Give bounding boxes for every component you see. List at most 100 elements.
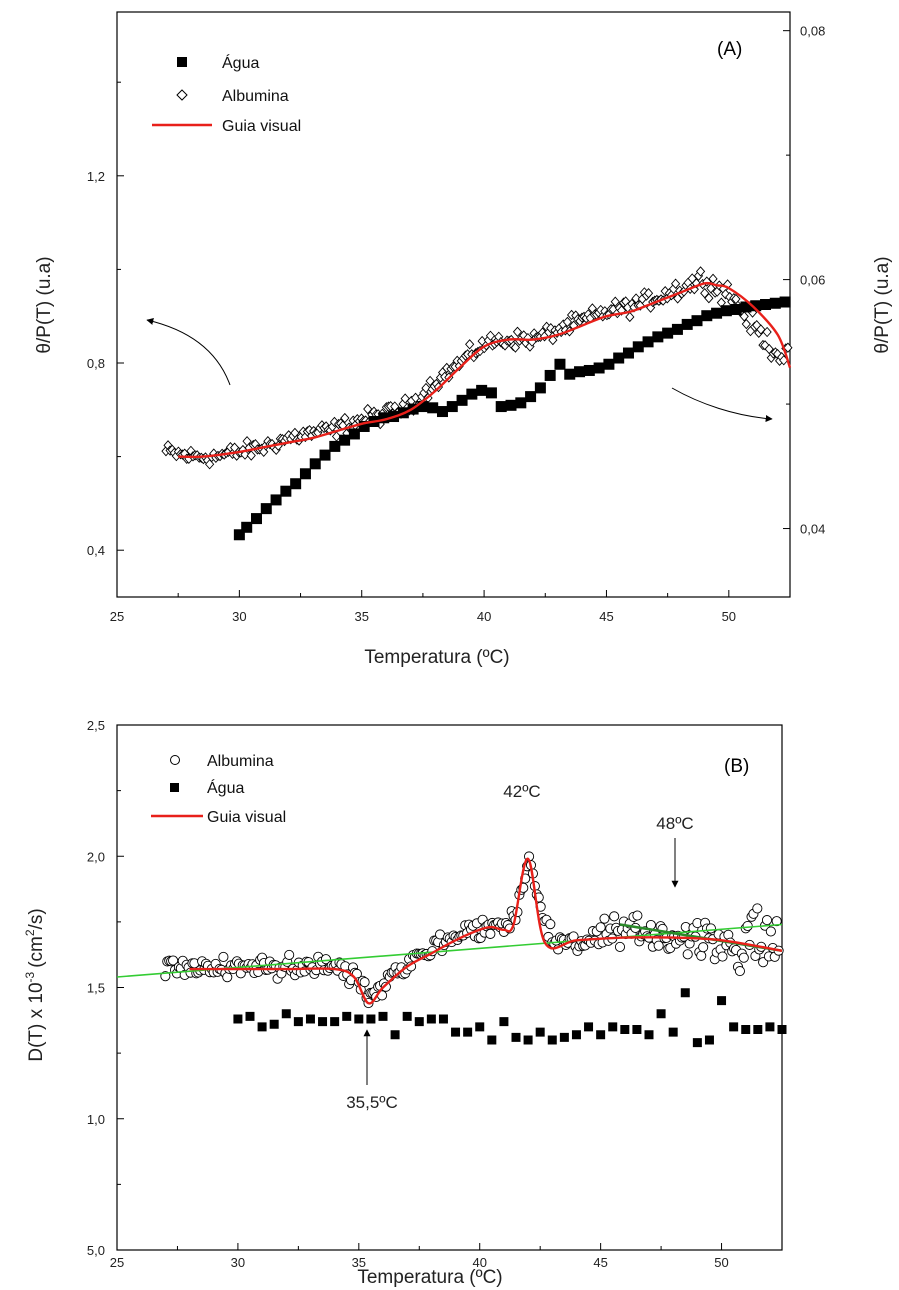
agua-point-a: [427, 402, 439, 414]
albumina-series-b: [160, 851, 784, 1009]
x-tick-label-a: 40: [477, 609, 491, 624]
agua-point-a: [574, 366, 586, 378]
x-tick-label-b: 35: [352, 1255, 366, 1270]
agua-point-b: [596, 1030, 606, 1040]
agua-point-a: [760, 299, 772, 310]
legend-label-albumina-b: Albumina: [207, 753, 274, 770]
y-axis-title-b-main: D(T) x 10: [26, 982, 47, 1061]
right-y-axis-a: 0,04 0,06 0,08: [783, 24, 825, 537]
agua-series-a: [233, 296, 791, 541]
y-tick-label-b: 1,0: [87, 1112, 105, 1127]
albumina-point-b: [222, 972, 233, 983]
agua-point-b: [499, 1017, 509, 1027]
albumina-point-b: [738, 952, 749, 963]
y-axis-title-left-a: θ/P(T) (u.a): [34, 256, 55, 353]
albumina-point-b: [705, 923, 716, 934]
annotation-48c: 48ºC: [656, 814, 693, 833]
agua-point-a: [632, 341, 644, 353]
agua-point-b: [692, 1038, 702, 1048]
agua-point-b: [668, 1027, 678, 1037]
agua-point-b: [451, 1027, 461, 1037]
agua-point-a: [309, 458, 321, 470]
agua-point-a: [750, 300, 762, 312]
albumina-point-a: [643, 288, 654, 299]
y-axis-title-b-exp: -3: [23, 971, 37, 982]
agua-point-a: [417, 401, 429, 413]
agua-point-a: [652, 331, 664, 343]
agua-point-a: [769, 297, 781, 309]
y-tick-label-left-a: 1,2: [87, 169, 105, 184]
left-y-axis-a: 0,4 0,8 1,2: [87, 81, 124, 558]
y-axis-title-b-units: (cm: [26, 936, 47, 968]
agua-point-b: [305, 1014, 315, 1024]
x-axis-b: 25 30 35 40 45 50: [110, 1243, 729, 1270]
albumina-point-a: [783, 342, 793, 353]
agua-point-b: [463, 1027, 473, 1037]
legend-a: Água Albumina Guia visual: [152, 53, 301, 135]
albumina-legend-marker-b: [170, 755, 180, 765]
agua-point-a: [241, 521, 253, 533]
agua-point-b: [414, 1017, 424, 1027]
albumina-point-b: [284, 949, 295, 960]
agua-point-a: [603, 358, 615, 370]
legend-b: Albumina Água Guia visual: [151, 753, 286, 826]
agua-point-b: [535, 1027, 545, 1037]
albumina-point-a: [246, 450, 256, 461]
legend-label-guide-a: Guia visual: [222, 118, 301, 135]
agua-point-b: [426, 1014, 436, 1024]
albumina-point-a: [625, 311, 635, 323]
y-axis-title-right-a: θ/P(T) (u.a): [872, 256, 893, 353]
y-axis-b: 5,0 1,0 1,5 2,0 2,5: [87, 718, 124, 1258]
agua-point-a: [583, 364, 595, 376]
agua-point-a: [740, 301, 752, 313]
y-tick-label-right-a: 0,06: [800, 273, 825, 288]
agua-legend-marker: [177, 57, 187, 67]
agua-point-a: [233, 529, 245, 541]
albumina-series-a: [161, 266, 793, 470]
x-axis-title-a: Temperatura (ºC): [364, 647, 509, 668]
agua-point-a: [711, 307, 723, 319]
agua-point-a: [613, 352, 625, 364]
agua-point-a: [564, 368, 576, 380]
albumina-point-a: [425, 375, 435, 387]
agua-point-b: [741, 1025, 751, 1034]
albumina-point-b: [771, 916, 782, 927]
y-axis-title-b-units-exp: 2: [23, 929, 37, 936]
x-tick-label-a: 35: [354, 609, 368, 624]
agua-point-b: [559, 1032, 569, 1042]
albumina-point-a: [465, 339, 475, 350]
agua-point-a: [515, 397, 527, 409]
agua-point-b: [753, 1025, 763, 1034]
x-tick-label-b: 45: [593, 1255, 607, 1270]
agua-point-a: [339, 434, 351, 446]
agua-point-a: [456, 394, 468, 406]
albumina-point-b: [717, 951, 728, 962]
agua-point-a: [642, 336, 654, 348]
agua-point-b: [704, 1035, 714, 1045]
agua-point-a: [319, 449, 331, 461]
y-tick-label-b: 2,5: [87, 718, 105, 733]
agua-legend-marker-b: [170, 783, 179, 792]
agua-point-b: [523, 1035, 533, 1045]
annotation-42c: 42ºC: [503, 782, 540, 801]
agua-point-b: [729, 1022, 739, 1032]
x-tick-label-a: 50: [722, 609, 736, 624]
agua-series-b: [233, 988, 787, 1048]
albumina-point-b: [742, 920, 753, 932]
agua-point-a: [436, 406, 448, 418]
agua-point-a: [593, 362, 605, 374]
agua-point-b: [475, 1022, 485, 1032]
x-tick-label-a: 45: [599, 609, 613, 624]
agua-point-a: [505, 399, 517, 411]
agua-point-a: [691, 315, 703, 327]
albumina-point-b: [734, 966, 745, 977]
agua-point-a: [730, 303, 742, 315]
y-tick-label-right-a: 0,08: [800, 24, 825, 39]
agua-point-b: [342, 1011, 352, 1021]
visual-guide-line-b: [189, 857, 783, 1005]
albumina-point-b: [761, 915, 773, 926]
albumina-point-b: [653, 940, 664, 951]
agua-point-a: [280, 485, 292, 497]
agua-point-b: [257, 1022, 267, 1032]
